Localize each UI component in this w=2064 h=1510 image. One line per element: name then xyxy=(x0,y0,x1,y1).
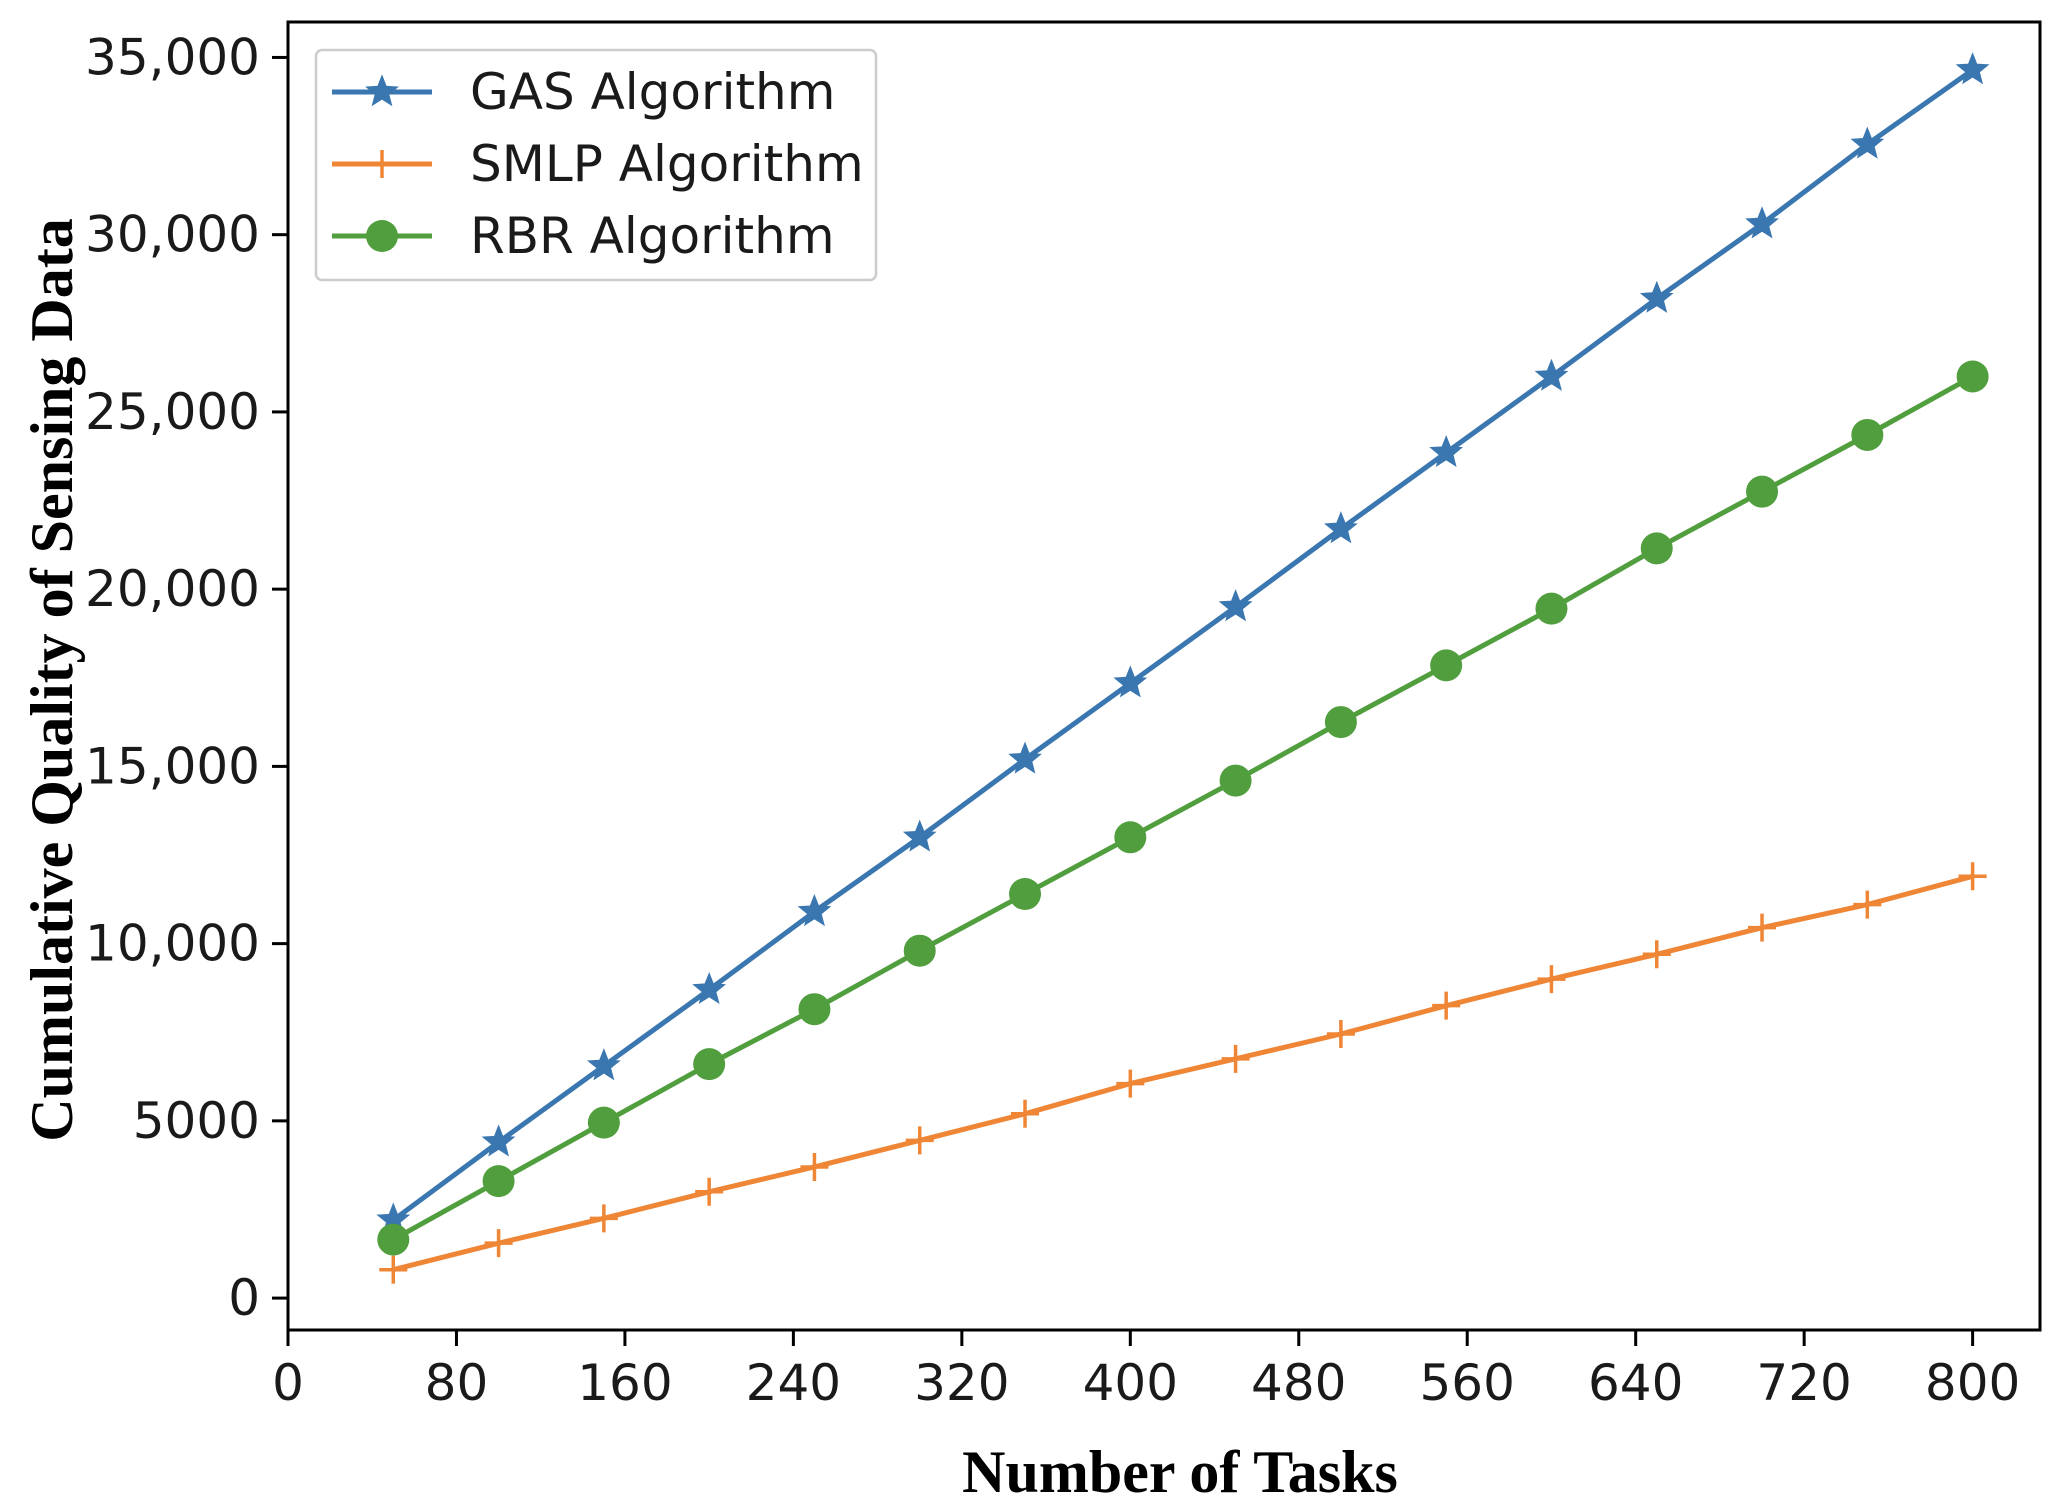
x-axis-title: Number of Tasks xyxy=(962,1439,1398,1505)
circle-marker xyxy=(1324,706,1357,739)
legend-label: GAS Algorithm xyxy=(470,63,835,121)
star-marker xyxy=(1745,206,1779,239)
plus-marker xyxy=(1958,862,1987,891)
legend-label: SMLP Algorithm xyxy=(470,135,864,193)
plus-marker xyxy=(695,1177,724,1206)
x-tick-label: 640 xyxy=(1588,1354,1683,1412)
y-tick-label: 5000 xyxy=(133,1092,260,1150)
circle-marker xyxy=(482,1165,515,1198)
plus-marker xyxy=(1326,1020,1355,1049)
y-tick-label: 35,000 xyxy=(85,28,260,86)
series-layer xyxy=(376,52,1990,1284)
plus-marker xyxy=(1642,940,1671,969)
x-tick-label: 560 xyxy=(1420,1354,1515,1412)
y-tick-label: 25,000 xyxy=(85,383,260,441)
x-tick-label: 400 xyxy=(1083,1354,1178,1412)
plus-marker xyxy=(1221,1044,1250,1073)
circle-marker xyxy=(1956,360,1989,393)
series-rbr-algorithm xyxy=(377,360,1989,1256)
x-tick-label: 800 xyxy=(1925,1354,2020,1412)
star-marker xyxy=(902,819,937,852)
star-marker xyxy=(1113,665,1148,698)
circle-marker xyxy=(366,220,398,252)
plus-marker xyxy=(1011,1099,1040,1128)
star-marker xyxy=(797,893,832,927)
plus-marker xyxy=(1537,965,1566,994)
star-marker xyxy=(1218,589,1253,622)
x-tick-label: 720 xyxy=(1756,1354,1851,1412)
plus-marker xyxy=(379,1255,408,1284)
y-tick-label: 10,000 xyxy=(85,915,260,973)
series-line xyxy=(392,374,1974,1242)
x-tick-label: 0 xyxy=(272,1354,304,1412)
circle-marker xyxy=(1009,878,1042,910)
x-tick-label: 80 xyxy=(425,1354,489,1412)
star-marker xyxy=(1429,434,1463,468)
legend-box xyxy=(314,48,878,282)
series-line xyxy=(391,67,1975,1223)
star-marker xyxy=(1850,126,1885,159)
x-tick-label: 160 xyxy=(577,1354,672,1412)
series-smlp-algorithm xyxy=(379,862,1987,1284)
y-axis-title: Cumulative Quality of Sensing Data xyxy=(19,218,85,1141)
circle-marker xyxy=(587,1106,620,1139)
y-tick-label: 15,000 xyxy=(85,737,260,795)
star-marker xyxy=(1008,741,1042,774)
y-tick-label: 0 xyxy=(228,1269,260,1327)
series-gas-algorithm xyxy=(376,52,1990,1235)
circle-marker xyxy=(1219,764,1252,797)
circle-marker xyxy=(1746,475,1779,508)
star-marker xyxy=(692,971,726,1005)
plus-marker xyxy=(589,1204,618,1233)
circle-marker xyxy=(1114,821,1147,854)
star-marker xyxy=(1639,280,1674,313)
circle-marker xyxy=(1535,592,1568,625)
circle-marker xyxy=(1851,418,1884,451)
circle-marker xyxy=(377,1223,410,1256)
plus-marker xyxy=(800,1152,829,1181)
plus-marker xyxy=(484,1229,513,1258)
circle-marker xyxy=(693,1048,726,1081)
plus-marker xyxy=(1432,991,1461,1020)
x-axis-ticks: 0 80 160 240 320 400 480 560 640 720 800 xyxy=(272,1330,2020,1412)
circle-marker xyxy=(1430,649,1463,682)
x-tick-label: 320 xyxy=(914,1354,1009,1412)
plus-marker xyxy=(1748,913,1777,942)
y-tick-label: 30,000 xyxy=(85,206,260,264)
plus-marker xyxy=(905,1126,934,1155)
star-marker xyxy=(365,74,399,107)
legend-label: RBR Algorithm xyxy=(470,207,835,265)
circle-marker xyxy=(798,993,831,1026)
plus-marker xyxy=(1853,890,1882,919)
series-line xyxy=(392,873,1974,1273)
plus-marker xyxy=(368,150,396,178)
y-axis-ticks: 0 5000 10,000 15,000 20,000 25,000 30,000 35,00… xyxy=(85,28,288,1327)
star-marker xyxy=(1534,358,1569,391)
x-tick-label: 240 xyxy=(746,1354,841,1412)
circle-marker xyxy=(903,934,936,967)
x-tick-label: 480 xyxy=(1251,1354,1346,1412)
circle-marker xyxy=(1640,532,1673,565)
legend: GAS Algorithm SMLP Algorithm RBR Algorithm xyxy=(314,48,878,282)
star-marker xyxy=(481,1124,516,1157)
y-tick-label: 20,000 xyxy=(85,560,260,618)
star-marker xyxy=(1955,52,1990,85)
star-marker xyxy=(1323,511,1358,544)
star-marker xyxy=(586,1048,621,1081)
plus-marker xyxy=(1116,1069,1145,1098)
